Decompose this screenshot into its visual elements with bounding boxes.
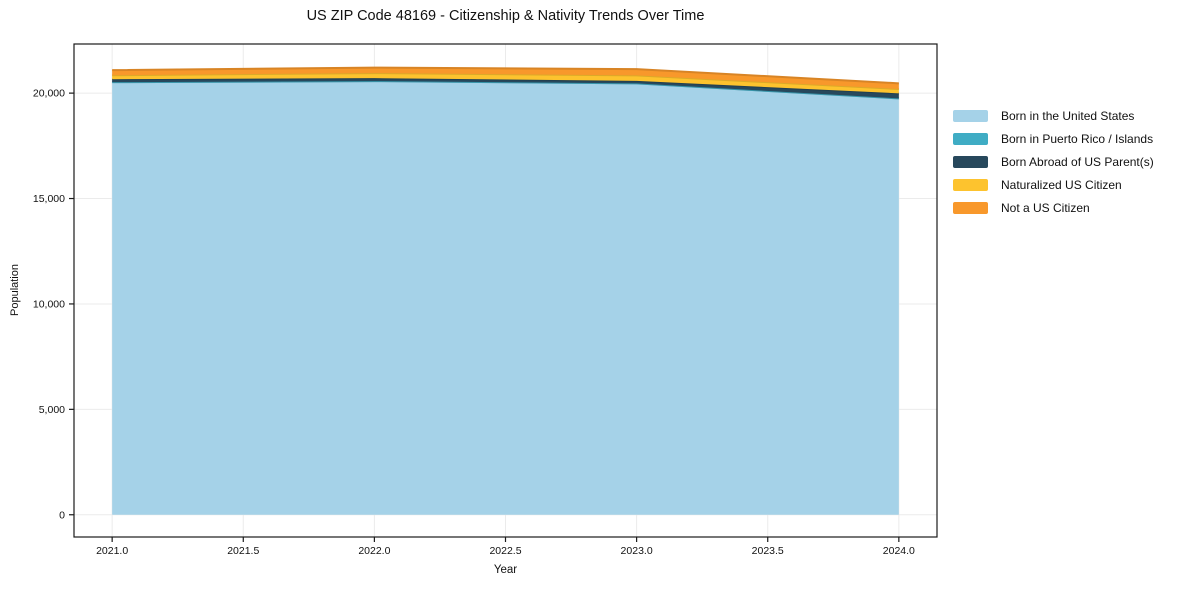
y-tick-label: 10,000 bbox=[33, 298, 65, 310]
x-tick-label: 2022.0 bbox=[358, 545, 390, 557]
legend-swatch bbox=[953, 110, 988, 122]
legend-label: Born Abroad of US Parent(s) bbox=[1001, 155, 1154, 169]
legend-item-born-in-puerto-rico-islands: Born in Puerto Rico / Islands bbox=[953, 132, 1154, 146]
x-tick-label: 2021.0 bbox=[96, 545, 128, 557]
legend-item-not-a-us-citizen: Not a US Citizen bbox=[953, 201, 1154, 215]
x-tick-label: 2024.0 bbox=[883, 545, 915, 557]
area-band bbox=[112, 81, 899, 515]
legend-label: Born in the United States bbox=[1001, 109, 1135, 123]
legend-item-born-abroad-of-us-parent-s: Born Abroad of US Parent(s) bbox=[953, 155, 1154, 169]
legend-label: Naturalized US Citizen bbox=[1001, 178, 1122, 192]
legend-swatch bbox=[953, 179, 988, 191]
chart-title: US ZIP Code 48169 - Citizenship & Nativi… bbox=[306, 8, 705, 24]
legend-label: Not a US Citizen bbox=[1001, 201, 1090, 215]
x-tick-label: 2023.0 bbox=[621, 545, 653, 557]
legend-label: Born in Puerto Rico / Islands bbox=[1001, 132, 1154, 146]
x-axis-label: Year bbox=[493, 564, 518, 576]
legend-item-naturalized-us-citizen: Naturalized US Citizen bbox=[953, 178, 1154, 192]
y-tick-label: 20,000 bbox=[33, 88, 65, 100]
area-band bbox=[112, 78, 899, 99]
legend: Born in the United States Born in Puerto … bbox=[953, 109, 1154, 225]
legend-swatch bbox=[953, 156, 988, 168]
y-axis-label: Population bbox=[9, 264, 21, 316]
x-tick-label: 2022.5 bbox=[489, 545, 521, 557]
legend-swatch bbox=[953, 202, 988, 214]
x-tick-label: 2021.5 bbox=[227, 545, 259, 557]
legend-swatch bbox=[953, 133, 988, 145]
y-tick-label: 0 bbox=[59, 509, 65, 521]
legend-item-born-in-the-united-states: Born in the United States bbox=[953, 109, 1154, 123]
area-top-line bbox=[112, 66, 899, 85]
y-tick-label: 5,000 bbox=[39, 404, 65, 416]
x-tick-label: 2023.5 bbox=[752, 545, 784, 557]
y-tick-label: 15,000 bbox=[33, 193, 65, 205]
area-band bbox=[112, 73, 899, 94]
